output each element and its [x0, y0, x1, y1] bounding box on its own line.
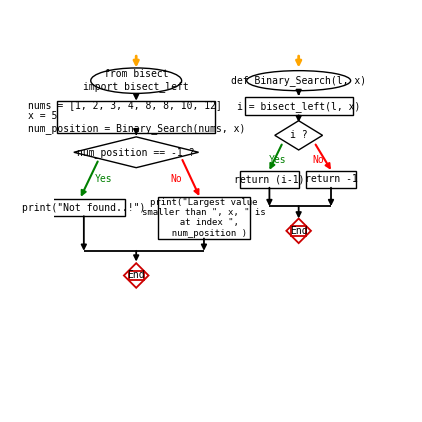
- Text: return -1: return -1: [305, 174, 357, 184]
- Text: Yes: Yes: [268, 155, 286, 165]
- Text: print("Not found..!"): print("Not found..!"): [22, 203, 146, 213]
- Bar: [158, 197, 250, 239]
- Text: print("Largest value
smaller than ", x, " is
  at index ",
  num_position ): print("Largest value smaller than ", x, …: [142, 197, 266, 238]
- Bar: [129, 271, 144, 281]
- Text: i ?: i ?: [290, 130, 308, 141]
- Text: End: End: [127, 271, 145, 281]
- Text: No: No: [313, 155, 325, 165]
- Text: No: No: [170, 174, 182, 184]
- Text: End: End: [290, 226, 308, 236]
- Text: i = bisect_left(l, x): i = bisect_left(l, x): [237, 100, 360, 111]
- Text: return (i-1): return (i-1): [234, 174, 305, 184]
- Text: num_position == -1 ?: num_position == -1 ?: [78, 147, 195, 158]
- Bar: [42, 199, 125, 216]
- Text: nums = [1, 2, 3, 4, 8, 8, 10, 12]
x = 5
num_position = Binary_Search(nums, x): nums = [1, 2, 3, 4, 8, 8, 10, 12] x = 5 …: [27, 100, 245, 134]
- Bar: [240, 171, 299, 188]
- Bar: [57, 101, 215, 133]
- Bar: [245, 97, 352, 115]
- Bar: [306, 171, 357, 188]
- Bar: [291, 226, 306, 236]
- Text: Yes: Yes: [95, 174, 113, 184]
- Text: def Binary_Search(l, x): def Binary_Search(l, x): [231, 75, 366, 86]
- Text: from bisect
import bisect_left: from bisect import bisect_left: [83, 69, 189, 92]
